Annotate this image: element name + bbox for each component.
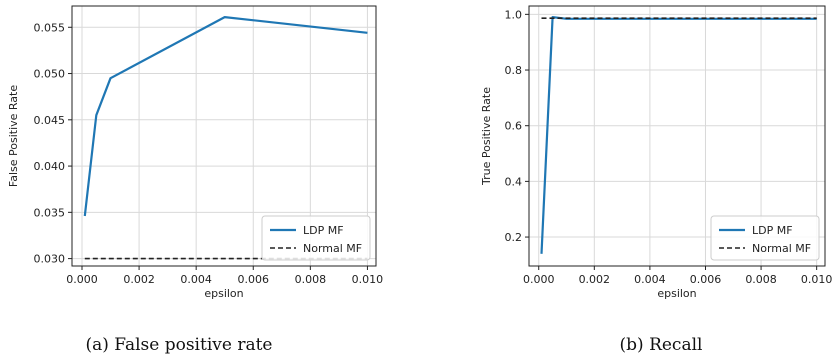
- chart-false-positive-rate: 0.000 0.002 0.004 0.006 0.008 0.010 0.030 0.035…: [7, 5, 384, 355]
- x-tick-label: 0.000: [66, 273, 98, 286]
- y-axis-label: True Positive Rate: [480, 87, 493, 186]
- x-tick-label: 0.004: [634, 273, 666, 286]
- legend-label: LDP MF: [303, 224, 344, 237]
- x-tick-label: 0.002: [579, 273, 611, 286]
- legend-label: LDP MF: [752, 224, 793, 237]
- axis-ticks: 0.000 0.002 0.004 0.006 0.008 0.010 0.030 0.035…: [34, 21, 384, 286]
- y-tick-label: 0.8: [505, 64, 523, 77]
- legend-box: [261, 215, 371, 261]
- legend-label: Normal MF: [752, 242, 811, 255]
- x-tick-label: 0.010: [352, 273, 384, 286]
- legend-box: [710, 215, 820, 261]
- legend-label: Normal MF: [303, 242, 362, 255]
- x-tick-label: 0.006: [690, 273, 722, 286]
- x-tick-label: 0.000: [523, 273, 555, 286]
- y-axis-label: False Positive Rate: [7, 85, 20, 187]
- y-tick-label: 0.035: [34, 206, 66, 219]
- plot-frame: [528, 5, 826, 267]
- chart-recall: 0.000 0.002 0.004 0.006 0.008 0.010 0.2 0.4 0.6 0…: [480, 5, 833, 355]
- x-tick-label: 0.004: [180, 273, 212, 286]
- y-tick-label: 1.0: [505, 8, 523, 21]
- x-axis-label: epsilon: [204, 287, 243, 300]
- x-tick-label: 0.008: [745, 273, 777, 286]
- legend: LDP MF Normal MF: [261, 215, 371, 261]
- series-line-ldp-mf: [83, 16, 368, 217]
- grid: [72, 6, 376, 266]
- y-tick-label: 0.045: [34, 114, 66, 127]
- chart-caption: (b) Recall: [620, 335, 703, 355]
- legend: LDP MF Normal MF: [710, 215, 820, 261]
- y-tick-label: 0.2: [505, 231, 523, 244]
- y-tick-label: 0.040: [34, 160, 66, 173]
- chart-caption: (a) False positive rate: [86, 335, 273, 355]
- axis-ticks: 0.000 0.002 0.004 0.006 0.008 0.010 0.2 0.4 0.6 0…: [505, 8, 833, 286]
- y-tick-label: 0.050: [34, 68, 66, 81]
- x-axis-label: epsilon: [657, 287, 696, 300]
- y-tick-label: 0.030: [34, 253, 66, 266]
- y-tick-label: 0.4: [505, 175, 523, 188]
- y-tick-label: 0.055: [34, 21, 66, 34]
- x-tick-label: 0.008: [295, 273, 327, 286]
- x-tick-label: 0.006: [238, 273, 270, 286]
- x-tick-label: 0.002: [123, 273, 155, 286]
- x-tick-label: 0.010: [801, 273, 833, 286]
- y-tick-label: 0.6: [505, 120, 523, 133]
- plot-frame: [71, 5, 377, 267]
